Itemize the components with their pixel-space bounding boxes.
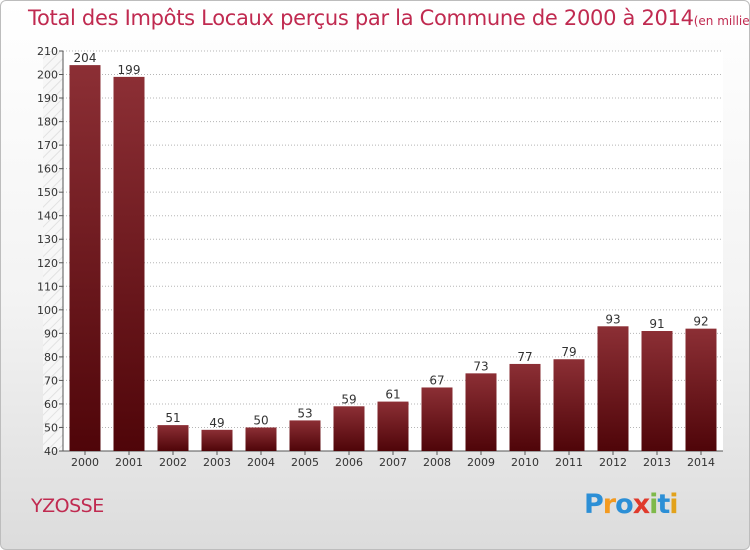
data-label: 73 (473, 359, 488, 373)
bar (377, 401, 409, 451)
x-tick-label: 2013 (643, 456, 671, 469)
x-tick-label: 2002 (159, 456, 187, 469)
data-label: 199 (118, 63, 141, 77)
y-tick-label: 210 (37, 45, 58, 58)
y-tick-label: 50 (44, 421, 58, 434)
logo-letter: x (632, 489, 650, 520)
data-label: 51 (165, 411, 180, 425)
bar (641, 331, 673, 451)
x-tick-label: 2011 (555, 456, 583, 469)
bar (333, 406, 365, 451)
y-tick-label: 40 (44, 445, 58, 458)
logo-letter: i (649, 489, 658, 520)
data-label: 49 (209, 416, 224, 430)
y-tick-label: 110 (37, 280, 58, 293)
data-label: 92 (693, 315, 708, 329)
labels: 40 50 60 70 80 90 100 110 120 130 140 150 160 170 180 1… (37, 45, 715, 469)
y-tick-label: 100 (37, 304, 58, 317)
x-tick-label: 2008 (423, 456, 451, 469)
y-tick-label: 90 (44, 327, 58, 340)
proxiti-logo: Proxiti (584, 489, 679, 520)
data-label: 59 (341, 392, 356, 406)
bar (465, 373, 497, 451)
bar (421, 387, 453, 451)
x-tick-label: 2006 (335, 456, 363, 469)
y-tick-label: 70 (44, 374, 58, 387)
x-tick-label: 2000 (71, 456, 99, 469)
data-label: 79 (561, 345, 576, 359)
bar (685, 328, 717, 451)
data-label: 93 (605, 312, 620, 326)
bar (157, 425, 189, 451)
x-tick-label: 2005 (291, 456, 319, 469)
y-tick-label: 160 (37, 163, 58, 176)
bar (113, 76, 145, 451)
y-tick-label: 60 (44, 398, 58, 411)
logo-letter: t (657, 489, 670, 520)
bars (69, 65, 717, 451)
y-tick-label: 140 (37, 210, 58, 223)
x-tick-label: 2007 (379, 456, 407, 469)
data-label: 50 (253, 413, 268, 427)
chart-unit: (en milliers d'€) (693, 14, 750, 28)
data-label: 67 (429, 373, 444, 387)
data-label: 61 (385, 388, 400, 402)
commune-name: YZOSSE (31, 495, 104, 517)
x-tick-label: 2004 (247, 456, 275, 469)
data-label: 204 (74, 51, 97, 65)
x-tick-label: 2001 (115, 456, 143, 469)
x-tick-label: 2003 (203, 456, 231, 469)
y-tick-label: 200 (37, 69, 58, 82)
y-tick-label: 130 (37, 233, 58, 246)
logo-letter: i (669, 489, 678, 520)
data-label: 91 (649, 317, 664, 331)
y-tick-label: 180 (37, 116, 58, 129)
y-tick-label: 120 (37, 257, 58, 270)
logo-letter: P (584, 489, 604, 520)
data-label: 53 (297, 406, 312, 420)
y-tick-label: 190 (37, 92, 58, 105)
y-tick-label: 170 (37, 139, 58, 152)
bar (245, 427, 277, 451)
bar (289, 420, 321, 451)
logo-letter: r (602, 489, 616, 520)
bar (553, 359, 585, 451)
logo-letter: o (615, 489, 634, 520)
chart-title-text: Total des Impôts Locaux perçus par la Co… (28, 6, 694, 30)
bar (69, 65, 101, 451)
y-tick-label: 150 (37, 186, 58, 199)
x-tick-label: 2014 (687, 456, 715, 469)
x-tick-label: 2012 (599, 456, 627, 469)
x-tick-label: 2010 (511, 456, 539, 469)
bar (201, 429, 233, 451)
y-tick-label: 80 (44, 351, 58, 364)
x-tick-label: 2009 (467, 456, 495, 469)
chart-title: Total des Impôts Locaux perçus par la Co… (28, 6, 750, 30)
y-axis-hatch (43, 51, 63, 451)
bar (509, 363, 541, 451)
bar (597, 326, 629, 451)
data-label: 77 (517, 350, 532, 364)
